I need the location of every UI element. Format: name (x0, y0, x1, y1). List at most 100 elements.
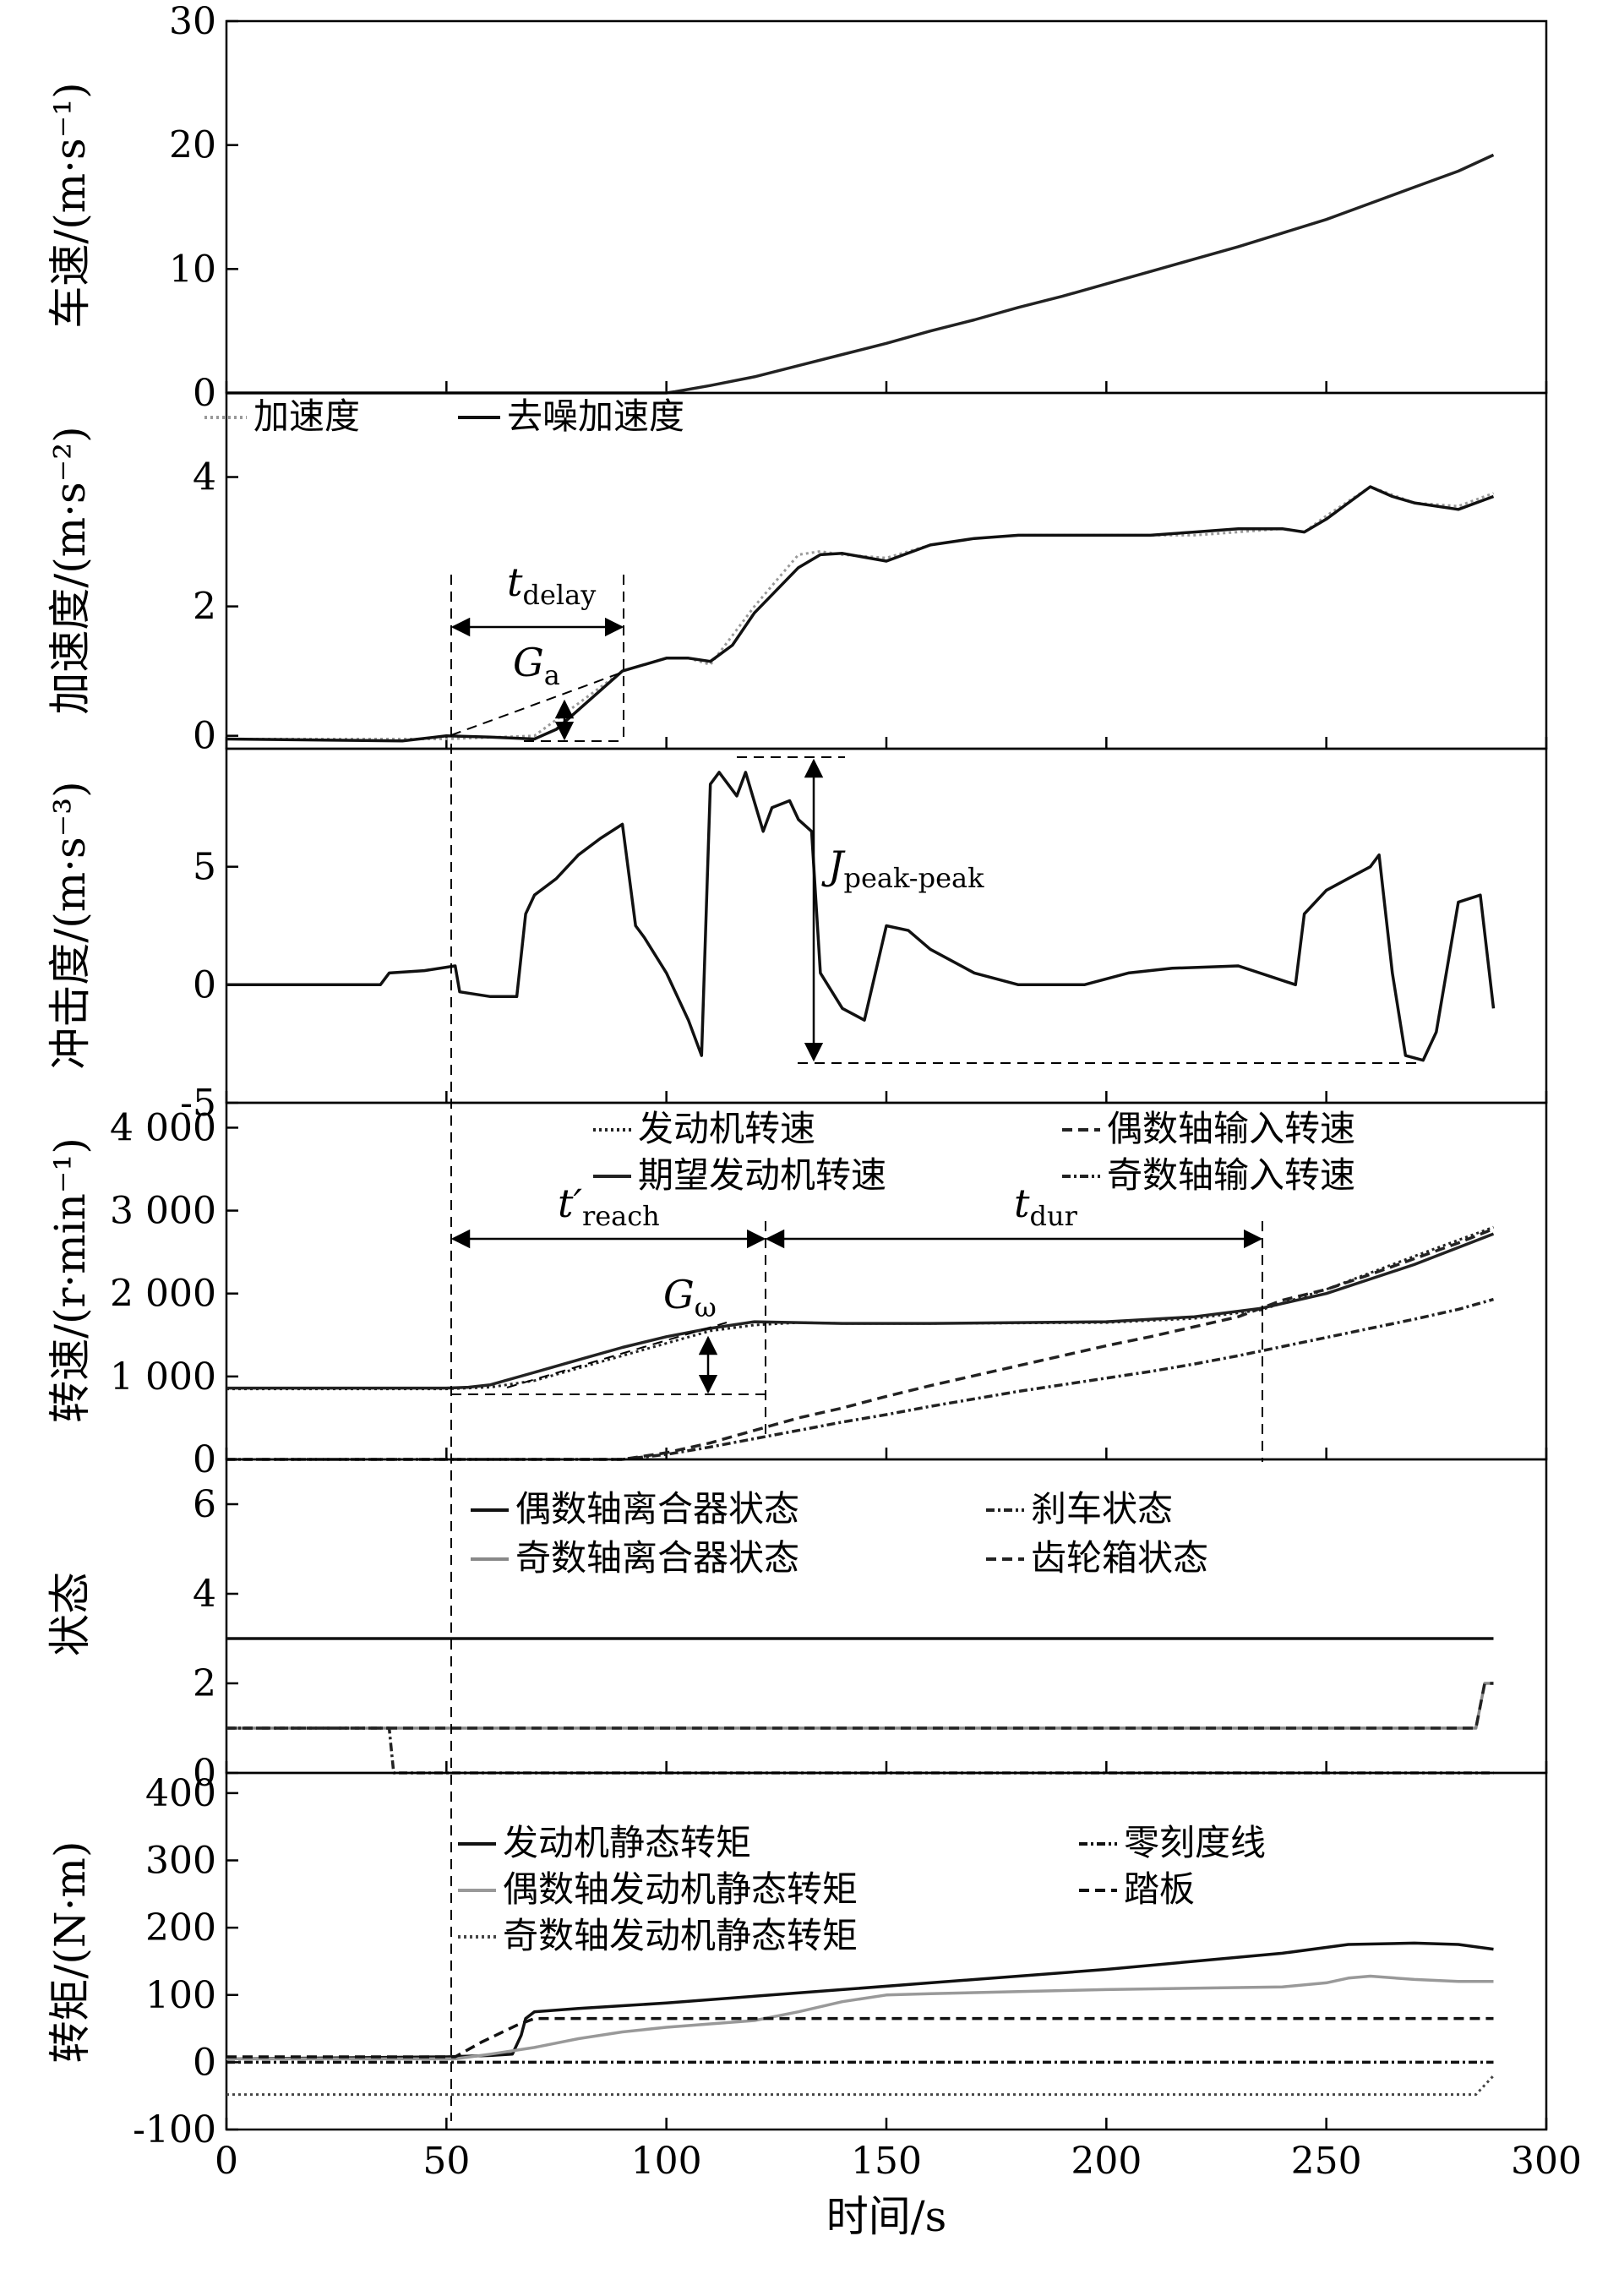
series-line-发动机静态转矩 (226, 1941, 1494, 2061)
x-tick-label: 200 (1071, 2140, 1142, 2183)
legend-entry: 奇数轴输入转速 (1107, 1154, 1355, 1196)
x-tick-label: 300 (1511, 2140, 1582, 2183)
legend-entry: 齿轮箱状态 (1031, 1537, 1208, 1579)
y-axis-label: 冲击度/(m·s⁻³) (46, 781, 95, 1069)
series-line-偶数轴发动机静态转矩 (226, 1974, 1494, 2061)
ga-label: Ga (513, 640, 560, 691)
panel-1: 0 10 20 30 车速/(m·s⁻¹) (46, 0, 1548, 415)
jpp-label: Jpeak-peak (821, 843, 984, 894)
legend-entry: 偶数轴离合器状态 (515, 1488, 799, 1530)
y-tick-label: 200 (145, 1906, 216, 1950)
series-line-齿轮箱状态 (226, 1682, 1494, 1730)
series-line-奇数轴离合器状态 (226, 1682, 1494, 1730)
series-line-奇数轴输入转速 (226, 1297, 1494, 1461)
t-reach-symbol: t′ (558, 1181, 582, 1226)
y-tick-label: -5 (180, 1082, 216, 1125)
series-line-去噪加速度 (226, 485, 1495, 743)
t-dur-label: tdur (1014, 1181, 1078, 1232)
series-line-偶数轴输入转速 (226, 1227, 1495, 1461)
y-axis-label: 转速/(r·min⁻¹) (46, 1137, 95, 1423)
series-line-series-1 (226, 153, 1495, 395)
t-delay-symbol: t (507, 559, 523, 605)
series-line-发动机转速 (226, 1225, 1495, 1391)
y-tick-label: 5 (193, 846, 216, 889)
series-line-series-1 (226, 771, 1496, 1062)
x-tick-label: 50 (422, 2140, 470, 2183)
panel-frame (225, 391, 1548, 750)
y-tick-label: 30 (169, 0, 216, 43)
y-tick-label: 2 (193, 586, 216, 629)
legend-entry: 发动机静态转矩 (503, 1822, 751, 1863)
t-delay-sub: delay (523, 579, 597, 611)
t-dur-sub: dur (1030, 1200, 1078, 1232)
x-tick-label: 0 (215, 2140, 238, 2183)
y-tick-label: 2 000 (110, 1273, 216, 1316)
y-tick-label: 0 (193, 372, 216, 415)
y-axis-label: 车速/(m·s⁻¹) (46, 82, 95, 328)
x-axis-label: 时间/s (826, 2192, 947, 2241)
series-line-踏板 (226, 2016, 1494, 2059)
t-reach-sub: reach (582, 1200, 660, 1232)
t-dur-symbol: t (1014, 1181, 1030, 1226)
y-axis-label: 转矩/(N·m) (46, 1841, 95, 2064)
panel-4: 0 1 000 2 000 3 000 4 000 转速/(r·min⁻¹) 发动机转速期望… (46, 1101, 1548, 1481)
y-tick-label: 400 (145, 1772, 216, 1815)
ga-symbol: G (513, 640, 544, 685)
panel-frame (225, 1771, 1548, 2131)
y-tick-label: 4 (193, 1573, 216, 1616)
y-tick-label: 10 (169, 248, 216, 291)
y-tick-label: 4 000 (110, 1106, 216, 1149)
y-tick-label: 0 (193, 2041, 216, 2084)
panel-frame (225, 1458, 1548, 1775)
t-delay-label: tdelay (507, 559, 596, 611)
y-tick-label: 0 (193, 963, 216, 1006)
x-tick-label: 250 (1291, 2140, 1362, 2183)
legend-entry: 偶数轴发动机静态转矩 (503, 1868, 858, 1910)
y-tick-label: 4 (193, 456, 216, 499)
gw-symbol: G (663, 1272, 695, 1317)
y-tick-label: 20 (169, 124, 216, 167)
y-tick-label: -100 (133, 2108, 216, 2151)
gw-tangent (506, 1322, 728, 1388)
y-tick-label: 300 (145, 1840, 216, 1883)
annotations: tdelay Ga Jpeak-peak t′reach tdur Gω (450, 559, 1420, 2121)
legend-entry: 期望发动机转速 (638, 1154, 886, 1196)
y-tick-label: 3 000 (110, 1190, 216, 1233)
t-reach-label: t′reach (558, 1181, 660, 1232)
panel-2: 0 2 4 加速度/(m·s⁻²) 加速度 去噪加速度 (46, 391, 1548, 758)
y-tick-label: 6 (193, 1483, 216, 1526)
x-tick-label: 150 (851, 2140, 922, 2183)
gw-sub: ω (695, 1291, 717, 1323)
legend-entry: 刹车状态 (1031, 1488, 1173, 1530)
jpp-sub: peak-peak (843, 862, 984, 894)
y-tick-label: 1 000 (110, 1355, 216, 1399)
legend-entry: 发动机转速 (638, 1108, 815, 1149)
y-axis-label: 状态 (46, 1572, 95, 1656)
ga-tangent (450, 671, 624, 736)
panel-frame (225, 19, 1548, 395)
legend-entry: 踏板 (1124, 1868, 1195, 1910)
series-line-加速度 (226, 485, 1495, 740)
y-tick-label: 0 (193, 1438, 216, 1481)
series-line-刹车状态 (226, 1726, 1494, 1775)
x-tick-label: 100 (631, 2140, 702, 2183)
y-axis-label: 加速度/(m·s⁻²) (46, 426, 95, 714)
legend-entry: 加速度 (253, 395, 360, 437)
y-tick-label: 0 (193, 1752, 216, 1795)
series-line-奇数轴发动机静态转矩 (226, 2075, 1495, 2097)
y-tick-label: 2 (193, 1662, 216, 1705)
legend-entry: 偶数轴输入转速 (1107, 1108, 1355, 1149)
gw-label: Gω (663, 1272, 717, 1323)
legend-entry: 奇数轴发动机静态转矩 (503, 1915, 858, 1956)
legend-entry: 零刻度线 (1124, 1822, 1266, 1863)
jpp-symbol: J (821, 843, 846, 888)
y-tick-label: 100 (145, 1974, 216, 2017)
legend-entry: 奇数轴离合器状态 (515, 1537, 799, 1579)
y-tick-label: 0 (193, 715, 216, 758)
series-line-期望发动机转速 (226, 1232, 1495, 1390)
legend-entry: 去噪加速度 (507, 395, 684, 437)
